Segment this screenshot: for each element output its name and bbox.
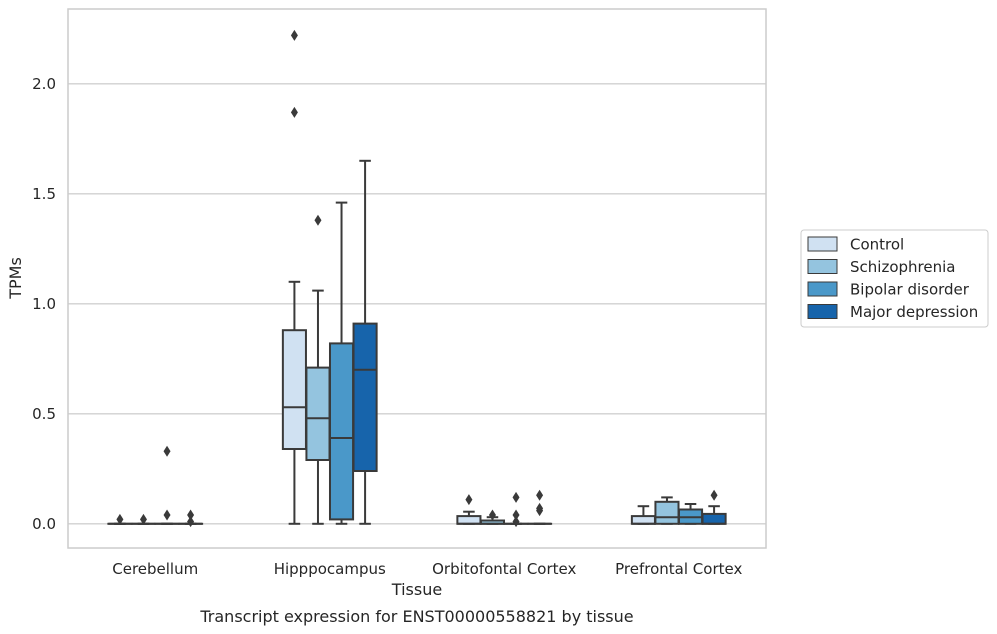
x-tick-label: Prefrontal Cortex: [615, 560, 742, 578]
outlier-point: [139, 513, 147, 525]
outlier-point: [116, 513, 124, 525]
chart-caption: Transcript expression for ENST0000055882…: [199, 607, 633, 626]
box-3-2: [677, 503, 704, 525]
outlier-point: [163, 509, 171, 521]
box-2-3: [527, 489, 553, 525]
outlier-point: [290, 29, 298, 41]
outlier-point: [465, 494, 473, 506]
box-3-0: [630, 505, 656, 525]
legend-label: Major depression: [850, 303, 978, 321]
x-tick-label: Orbitofontal Cortex: [432, 560, 576, 578]
outlier-point: [512, 509, 520, 521]
legend-entry: Bipolar disorder: [807, 281, 970, 299]
x-axis-label: Tissue: [391, 580, 442, 599]
y-axis-ticks: 0.0 0.5 1.0 1.5 2.0: [32, 75, 56, 533]
box-1-2: [328, 201, 355, 525]
box-0-1: [130, 513, 157, 525]
box-body: [701, 512, 727, 525]
plot-area: [67, 8, 767, 549]
box-body: [352, 322, 378, 472]
y-axis-label: TPMs: [6, 257, 25, 300]
outlier-point: [536, 502, 544, 514]
box-body: [305, 366, 331, 462]
box-2-0: [456, 494, 482, 525]
box-body: [654, 500, 680, 525]
box-1-3: [352, 159, 378, 525]
legend-frame: [800, 229, 989, 328]
legend-swatch: [807, 281, 838, 297]
legend-entry: Major depression: [807, 303, 978, 321]
y-tick-label: 1.5: [32, 185, 56, 203]
y-tick-label: 0.5: [32, 405, 56, 423]
y-tick-label: 2.0: [32, 75, 56, 93]
box-0-0: [107, 513, 133, 525]
legend-swatch: [807, 259, 838, 274]
x-axis-ticks: Cerebellum Hipppocampus Orbitofontal Corte…: [112, 560, 742, 578]
boxes: [107, 29, 727, 528]
outlier-point: [488, 509, 496, 521]
outlier-point: [163, 445, 171, 457]
legend-label: Control: [850, 236, 904, 254]
box-2-1: [479, 509, 506, 525]
box-3-1: [654, 496, 680, 525]
box-body: [456, 515, 482, 525]
box-body: [281, 329, 307, 451]
outlier-point: [314, 214, 322, 226]
x-tick-label: Hipppocampus: [274, 560, 386, 578]
outlier-point: [512, 491, 520, 503]
grid-lines: [68, 83, 766, 525]
legend-label: Bipolar disorder: [850, 281, 970, 299]
legend-swatch: [807, 236, 838, 252]
box-body: [328, 342, 355, 521]
legend-entry: Schizophrenia: [807, 258, 955, 276]
box-0-3: [178, 509, 204, 528]
legend-entry: Control: [807, 236, 904, 254]
legend-swatch: [807, 304, 838, 319]
box-1-0: [281, 29, 307, 525]
y-tick-label: 0.0: [32, 515, 56, 533]
legend-label: Schizophrenia: [850, 258, 955, 276]
box-1-1: [305, 214, 331, 525]
outlier-point: [187, 516, 195, 528]
box-3-3: [701, 489, 727, 525]
box-body: [630, 515, 656, 525]
outlier-point: [710, 489, 718, 501]
y-tick-label: 1.0: [32, 295, 56, 313]
box-2-2: [503, 491, 529, 528]
outlier-point: [536, 489, 544, 501]
outlier-point: [187, 509, 195, 521]
x-tick-label: Cerebellum: [112, 560, 198, 578]
outlier-point: [512, 516, 520, 528]
legend: Control Schizophrenia Bipolar disorder Majo…: [800, 229, 989, 328]
box-0-2: [154, 445, 180, 525]
outlier-point: [290, 106, 298, 118]
